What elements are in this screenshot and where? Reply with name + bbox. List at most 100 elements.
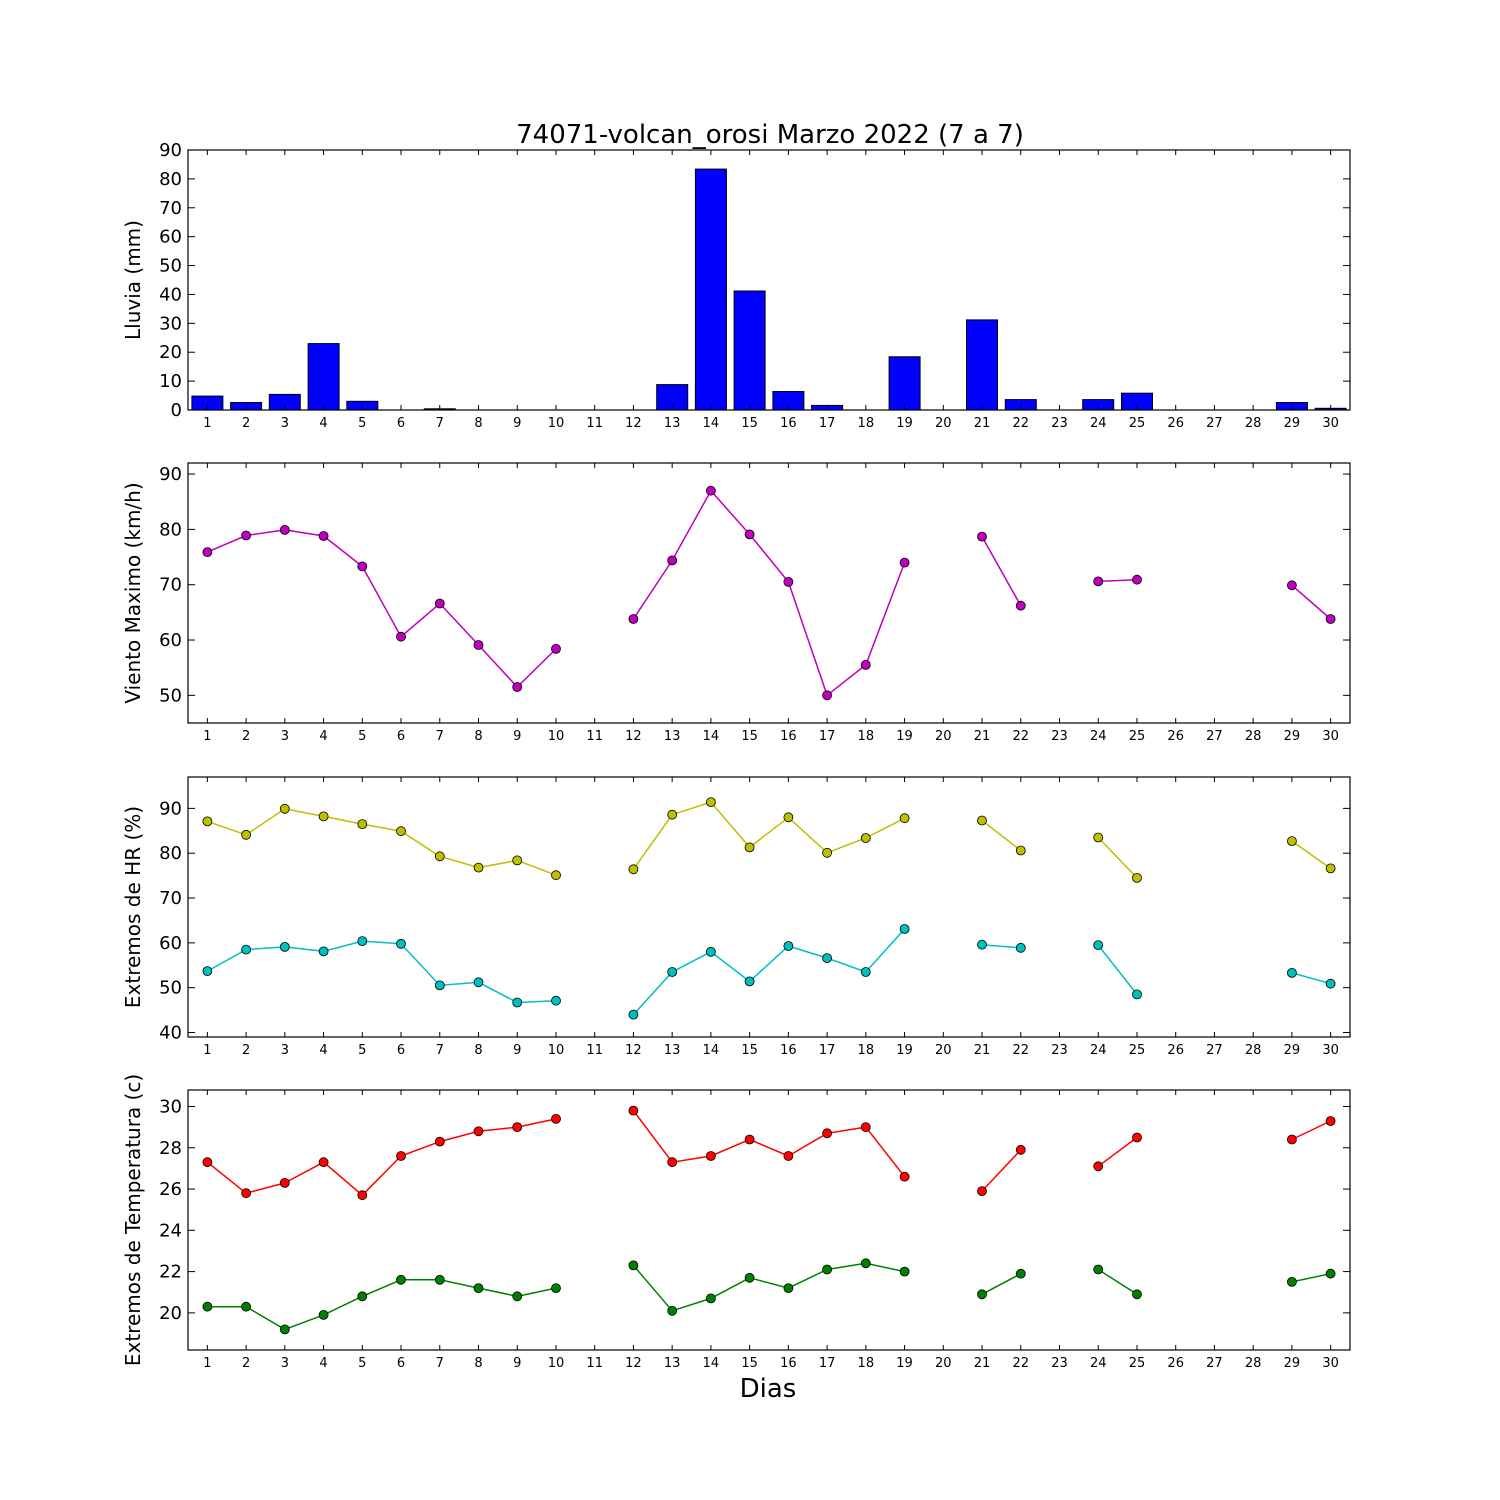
series-1-point-day-18: [860, 833, 871, 843]
x-tick-label: 30: [1322, 416, 1339, 431]
series-2-point-day-22: [1015, 942, 1026, 953]
y-tick-label: 20: [159, 342, 182, 363]
x-tick-label: 29: [1284, 416, 1301, 431]
x-tick-label: 21: [974, 1356, 991, 1371]
x-tick-label: 12: [625, 729, 642, 744]
x-tick-label: 10: [548, 416, 565, 431]
series-1-point-day-25: [1132, 1132, 1142, 1143]
series-2-point-day-7: [434, 980, 445, 991]
series-2-line-segment-5: [1291, 972, 1331, 985]
x-tick-label: 1: [203, 729, 211, 744]
series-2-line-segment-4: [1097, 944, 1138, 995]
series-1-point-day-3: [279, 525, 290, 535]
series-2-point-day-21: [977, 939, 987, 950]
series-2-point-day-16: [783, 941, 794, 951]
series-1-point-day-19: [899, 813, 910, 824]
series-1-point-day-22: [1015, 600, 1026, 611]
series-1-line-segment-4: [1097, 1136, 1138, 1167]
panel-2: 1 2 3 4 5 6 7 8 9 10 11 12 13 14 15 16 17 18 19 20 21 22 23 24 2…: [121, 462, 1351, 744]
series-2-point-day-22: [1015, 1268, 1026, 1279]
x-tick-label: 10: [548, 1356, 565, 1371]
y-tick-label: 22: [159, 1262, 182, 1283]
x-tick-label: 1: [203, 1356, 211, 1371]
x-tick-label: 9: [513, 1043, 521, 1058]
series-2-point-day-15: [744, 1272, 755, 1283]
x-axis-label: Dias: [740, 1374, 797, 1404]
x-tick-label: 14: [703, 729, 720, 744]
x-tick-label: 15: [741, 1043, 758, 1058]
x-tick-label: 4: [319, 729, 327, 744]
x-tick-label: 22: [1012, 729, 1029, 744]
series-1-point-day-6: [396, 1151, 406, 1161]
series-1-point-day-24: [1093, 832, 1104, 843]
x-tick-label: 17: [819, 416, 836, 431]
series-2-point-day-14: [706, 1293, 716, 1304]
panel-3: 1 2 3 4 5 6 7 8 9 10 11 12 13 14 15 16 17 18 19 20 21 22 23 24 2…: [121, 776, 1351, 1058]
x-tick-label: 20: [935, 416, 952, 431]
x-tick-label: 7: [436, 1043, 444, 1058]
series-1-point-day-10: [551, 870, 561, 881]
axes-frame: [187, 462, 1351, 724]
axes-frame: [187, 776, 1351, 1038]
x-tick-label: 13: [664, 1356, 681, 1371]
series-1-point-day-22: [1015, 845, 1026, 856]
y-axis-label: Viento Maximo (km/h): [121, 482, 145, 703]
x-tick-label: 28: [1245, 729, 1262, 744]
axes-frame: [187, 1089, 1351, 1351]
panels: 1 2 3 4 5 6 7 8 9 10 11 12 13 14 15 16 17 18 19 20 21 22 23 24 2…: [121, 140, 1351, 1371]
x-tick-label: 11: [586, 729, 603, 744]
y-tick-label: 40: [159, 284, 182, 305]
series-1-point-day-18: [860, 660, 871, 670]
x-tick-label: 30: [1322, 1043, 1339, 1058]
series-2-line-segment-3: [981, 1273, 1022, 1295]
y-tick-label: 50: [159, 978, 182, 999]
y-tick-label: 80: [159, 843, 182, 864]
x-tick-label: 5: [358, 1356, 366, 1371]
series-1-point-day-21: [977, 1186, 987, 1196]
y-tick-label: 90: [159, 140, 182, 161]
y-tick-label: 60: [159, 630, 182, 651]
series-2-point-day-10: [551, 995, 561, 1006]
x-tick-label: 21: [974, 1043, 991, 1058]
x-tick-label: 4: [319, 1043, 327, 1058]
series-2-line-segment-4: [1097, 1268, 1138, 1295]
series-1-point-day-10: [551, 1114, 561, 1124]
series-1-line-segment-2: [632, 1110, 906, 1178]
series-1-point-day-17: [822, 1128, 832, 1139]
series-1-point-day-18: [860, 1122, 871, 1132]
x-tick-label: 1: [203, 1043, 211, 1058]
series-1-point-day-1: [202, 1157, 213, 1168]
x-tick-label: 7: [436, 1356, 444, 1371]
series-1-point-day-24: [1093, 576, 1104, 587]
x-tick-label: 13: [664, 416, 681, 431]
x-tick-label: 28: [1245, 1043, 1262, 1058]
x-tick-label: 14: [703, 1356, 720, 1371]
series-2-point-day-29: [1287, 1277, 1297, 1287]
x-tick-label: 27: [1206, 1043, 1223, 1058]
series-2-point-day-5: [357, 1291, 368, 1302]
series-1-line-segment-1: [207, 529, 557, 689]
series-1-point-day-9: [512, 1122, 523, 1132]
x-tick-label: 13: [664, 1043, 681, 1058]
series-1-point-day-12: [628, 614, 639, 624]
series-1-point-day-16: [783, 1151, 794, 1161]
x-tick-label: 8: [474, 1043, 482, 1058]
series-1-point-day-30: [1325, 1116, 1336, 1126]
series-2-line-segment-5: [1291, 1272, 1331, 1283]
x-tick-label: 16: [780, 1043, 797, 1058]
y-tick-label: 30: [159, 1097, 182, 1118]
series-1-point-day-15: [744, 529, 755, 540]
series-2-point-day-21: [977, 1289, 987, 1300]
x-tick-label: 27: [1206, 1356, 1223, 1371]
series-2-point-day-1: [202, 966, 213, 976]
series-2-point-day-16: [783, 1283, 794, 1293]
x-tick-label: 22: [1012, 1043, 1029, 1058]
series-1-point-day-17: [822, 690, 832, 701]
series-2-point-day-10: [551, 1283, 561, 1293]
y-tick-label: 20: [159, 1303, 182, 1324]
series-2-point-day-7: [434, 1274, 445, 1285]
series-1-line-segment-3: [981, 536, 1022, 607]
y-tick-label: 40: [159, 1023, 182, 1044]
x-tick-label: 2: [242, 1356, 250, 1371]
